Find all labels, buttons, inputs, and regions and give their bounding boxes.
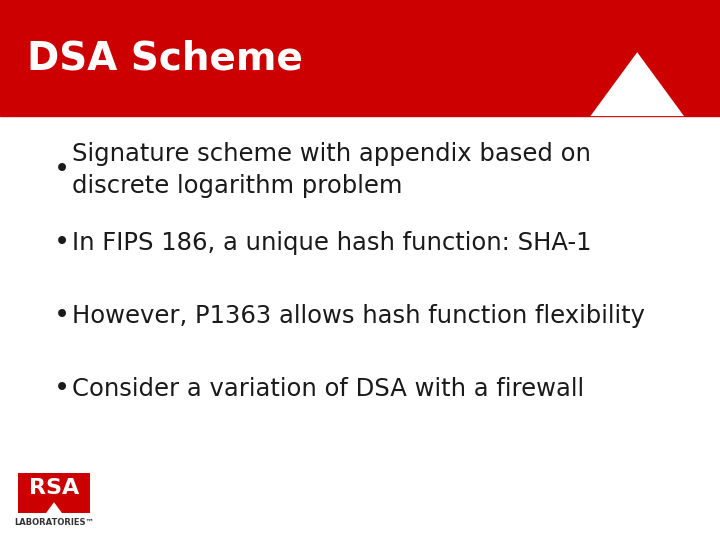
- Polygon shape: [590, 52, 684, 116]
- Polygon shape: [46, 502, 62, 513]
- Text: In FIPS 186, a unique hash function: SHA-1: In FIPS 186, a unique hash function: SHA…: [72, 231, 592, 255]
- Text: •: •: [54, 157, 70, 183]
- Text: LABORATORIES™: LABORATORIES™: [14, 518, 94, 527]
- Text: •: •: [54, 230, 70, 256]
- Text: Consider a variation of DSA with a firewall: Consider a variation of DSA with a firew…: [72, 377, 584, 401]
- Text: DSA Scheme: DSA Scheme: [27, 39, 303, 77]
- Text: •: •: [54, 303, 70, 329]
- Bar: [18, 472, 90, 513]
- Text: However, P1363 allows hash function flexibility: However, P1363 allows hash function flex…: [72, 304, 645, 328]
- Bar: [0, 0, 720, 116]
- Text: Signature scheme with appendix based on
discrete logarithm problem: Signature scheme with appendix based on …: [72, 143, 591, 198]
- Text: RSA: RSA: [29, 478, 79, 498]
- Text: •: •: [54, 376, 70, 402]
